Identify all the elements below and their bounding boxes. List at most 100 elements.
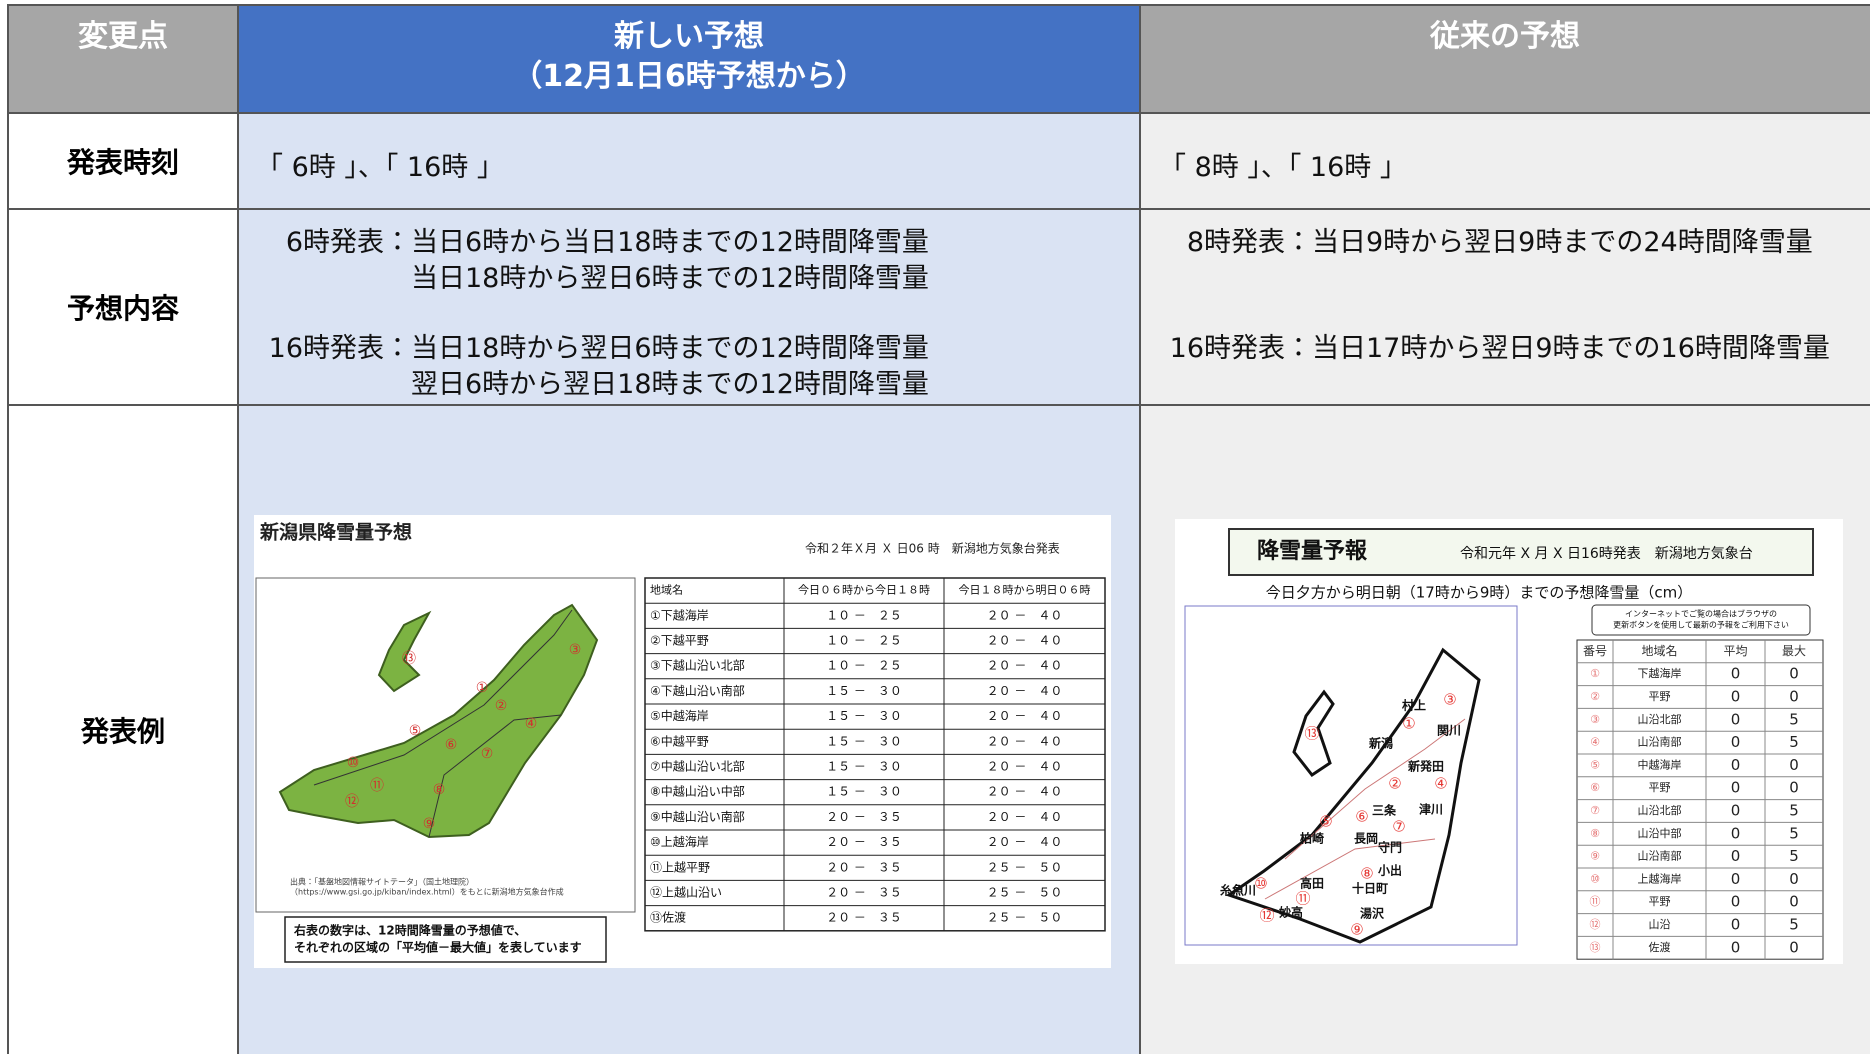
old-example-figure: 降雪量予報令和元年 X 月 X 日16時発表 新潟地方気象台今日夕方から明日朝（… xyxy=(1175,519,1843,964)
header-cell: 変更点 xyxy=(8,5,238,113)
city-name: 三条 xyxy=(1372,803,1396,818)
table-cell: 山沿 xyxy=(1649,918,1671,931)
table-cell: ⑤ xyxy=(1590,758,1600,771)
table-cell: ⑧ xyxy=(1590,827,1600,840)
map-label: ⑨ xyxy=(1350,921,1363,939)
table-cell: １５ － ３０ xyxy=(826,734,902,748)
row-label: 発表時刻 xyxy=(8,113,238,209)
table-cell: １０ － ２５ xyxy=(826,634,902,648)
border xyxy=(8,4,1870,6)
table-cell: 中越海岸 xyxy=(1638,757,1682,771)
issued: 令和２年Ｘ月 Ｘ 日06 時 新潟地方気象台発表 xyxy=(805,541,1060,556)
header-cell: 新しい予想（12月1日6時予想から） xyxy=(238,5,1140,113)
table-cell: 5 xyxy=(1789,733,1799,751)
city-name: 村上 xyxy=(1402,698,1426,713)
table-cell: 上越海岸 xyxy=(1638,871,1682,885)
table-cell: 5 xyxy=(1789,710,1799,728)
forecast-prefix: 8時発表： xyxy=(1187,220,1312,259)
map-label: ③ xyxy=(569,642,582,658)
forecast-line: 当日18時から翌日6時までの12時間降雪量 xyxy=(411,326,929,365)
table-cell: 0 xyxy=(1731,665,1741,683)
map-label: ⑪ xyxy=(370,778,384,794)
notice-text: インターネットでご覧の場合はブラウザの xyxy=(1625,609,1777,619)
map-label: ⑧ xyxy=(1360,865,1373,883)
table-cell: 0 xyxy=(1731,802,1741,820)
table-cell: ２０ － ４０ xyxy=(987,608,1063,622)
table-cell: ① xyxy=(1590,667,1600,680)
table-cell: ２０ － ４０ xyxy=(987,659,1063,673)
forecast-line: 当日9時から翌日9時までの24時間降雪量 xyxy=(1312,220,1813,259)
map-label: ⑨ xyxy=(423,816,436,832)
table-cell: 0 xyxy=(1789,779,1799,797)
subtitle: 今日夕方から明日朝（17時から9時）までの予想降雪量（cm） xyxy=(1266,584,1693,602)
table-cell: ③ xyxy=(1590,713,1600,726)
city-name: 湯沢 xyxy=(1360,906,1385,921)
table-cell: ④ xyxy=(1590,736,1600,749)
table-header: 今日０６時から今日１８時 xyxy=(798,583,930,597)
city-name: 十日町 xyxy=(1352,881,1388,896)
table-cell: 5 xyxy=(1789,916,1799,934)
map-label: ⑥ xyxy=(445,737,458,753)
map-label: ⑪ xyxy=(1295,890,1310,908)
map-label: ④ xyxy=(525,716,538,732)
table-cell: 0 xyxy=(1789,756,1799,774)
header-text: 変更点 xyxy=(78,19,168,54)
city-name: 長岡 xyxy=(1354,831,1378,846)
table-cell: １０ － ２５ xyxy=(826,608,902,622)
table-cell: ２０ － ３５ xyxy=(826,810,902,824)
table-cell: ⑪ xyxy=(1590,895,1601,908)
table-cell: ２０ － ３５ xyxy=(826,860,902,874)
table-cell: ⑥中越平野 xyxy=(650,733,709,748)
table-cell: ⑥ xyxy=(1590,781,1600,794)
city-name: 新発田 xyxy=(1407,759,1444,774)
map-label: ① xyxy=(476,680,489,696)
map-label: ⑦ xyxy=(1392,818,1405,836)
table-cell: 0 xyxy=(1731,938,1741,956)
row-label: 予想内容 xyxy=(8,209,238,405)
table-cell: 平野 xyxy=(1649,690,1671,703)
table-cell: 山沿南部 xyxy=(1638,850,1682,863)
table-cell: 5 xyxy=(1789,847,1799,865)
table-cell: ⑦ xyxy=(1590,804,1600,817)
table-cell: 0 xyxy=(1731,824,1741,842)
table-cell: １５ － ３０ xyxy=(826,785,902,799)
map-label: ③ xyxy=(1443,691,1456,709)
forecast-line: 当日18時から翌日6時までの12時間降雪量 xyxy=(411,256,929,295)
table-cell: ①下越海岸 xyxy=(650,608,709,622)
map-label: ⑬ xyxy=(402,651,416,667)
forecast-prefix: 16時発表： xyxy=(269,326,411,365)
table-cell: 0 xyxy=(1789,665,1799,683)
map-label: ④ xyxy=(1434,775,1447,793)
figure-title: 新潟県降雪量予想 xyxy=(259,521,412,544)
notice-text: 更新ボタンを使用して最新の予報をご利用下さい xyxy=(1613,620,1789,630)
table-cell: ⑨中越山沿い南部 xyxy=(650,809,745,824)
table-header: 最大 xyxy=(1782,644,1806,658)
table-cell: ２０ － ３５ xyxy=(826,835,902,849)
table-cell: 0 xyxy=(1731,916,1741,934)
city-name: 関川 xyxy=(1437,724,1461,738)
table-header: 平均 xyxy=(1723,644,1747,658)
map-label: ② xyxy=(495,698,508,714)
source-text: （https://www.gsi.go.jp/kiban/index.html）… xyxy=(290,887,564,897)
page: 降雪量予想の変更点 { "header": {"change_point": "… xyxy=(0,0,1870,1054)
map-label: ⑫ xyxy=(1259,907,1274,925)
comparison-table: 変更点 新しい予想（12月1日6時予想から） 従来の予想 発表時刻 予想内容 発… xyxy=(0,0,1870,1054)
table-cell: ⑧中越山沿い中部 xyxy=(650,784,745,799)
table-cell: 5 xyxy=(1789,824,1799,842)
forecast-line: 当日6時から当日18時までの12時間降雪量 xyxy=(411,220,929,259)
table-cell: 下越海岸 xyxy=(1638,666,1682,680)
table-cell: 山沿北部 xyxy=(1638,804,1682,817)
city-name: 守門 xyxy=(1378,840,1402,855)
table-cell: 平野 xyxy=(1649,895,1671,908)
table-cell: ２０ － ４０ xyxy=(987,810,1063,824)
cell-text: 「 6時 」、「 16時 」 xyxy=(256,145,504,184)
table-cell: ２０ － ４０ xyxy=(987,709,1063,723)
table-cell: 0 xyxy=(1789,893,1799,911)
table-cell: 0 xyxy=(1789,938,1799,956)
table-cell: ２０ － ４０ xyxy=(987,760,1063,774)
table-cell: １０ － ２５ xyxy=(826,659,902,673)
table-cell: 0 xyxy=(1731,893,1741,911)
table-cell: ２０ － ４０ xyxy=(987,634,1063,648)
table-cell: ③下越山沿い北部 xyxy=(650,659,745,673)
source-text: 出典：「基盤地図情報サイトテータ」（国土地理院） xyxy=(290,877,474,887)
